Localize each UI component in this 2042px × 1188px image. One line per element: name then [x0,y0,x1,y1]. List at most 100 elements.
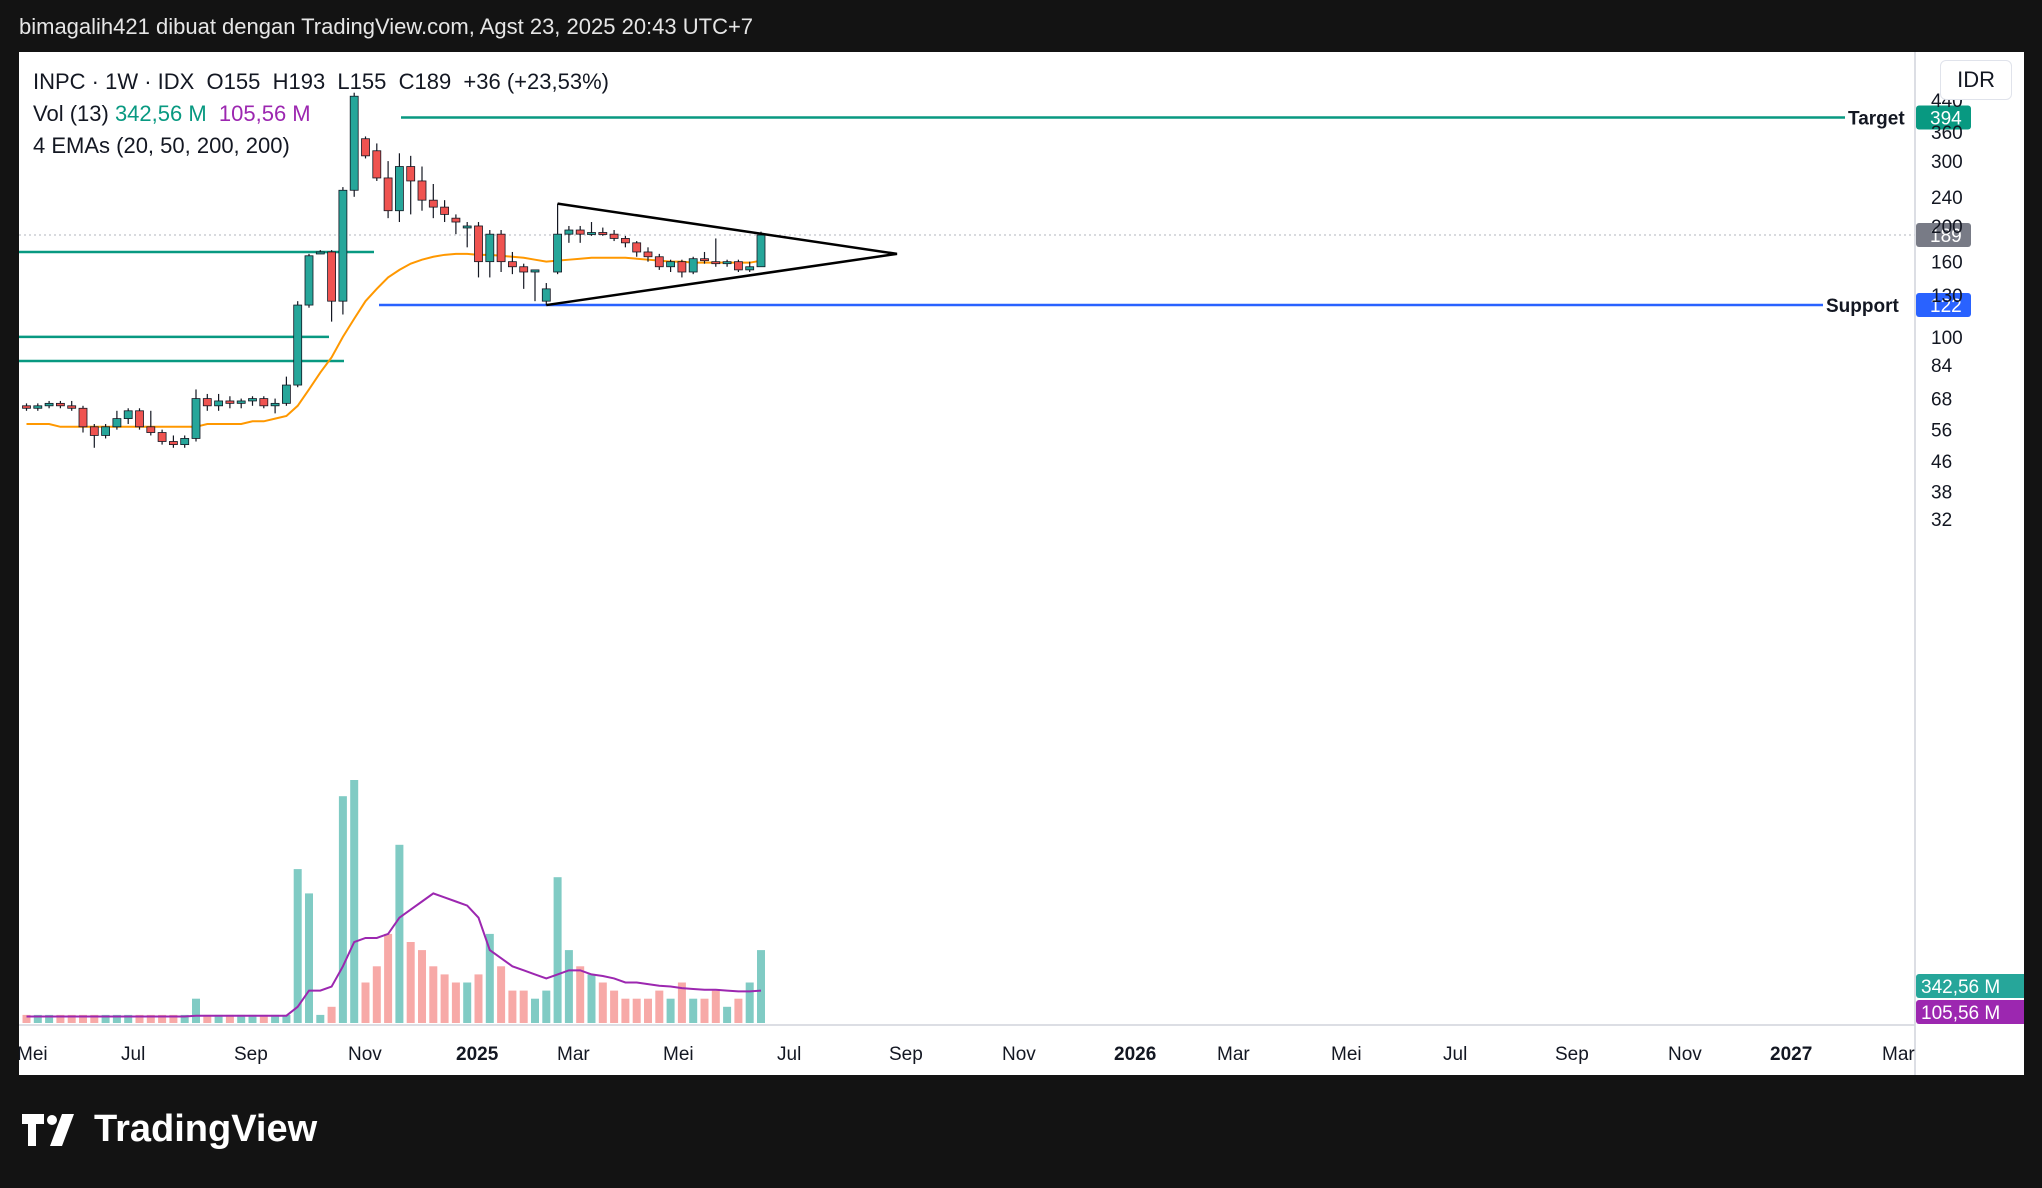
support-price-tag [1916,293,1971,318]
volume-value-text: 342,56 M [1921,977,2000,998]
candle [315,250,325,255]
candle-body [587,232,596,235]
volume-bar [101,1014,110,1023]
candle-body [462,225,472,229]
last-price-text: 189 [1930,226,1962,247]
candle-body [214,400,224,407]
x-tick-label: 2026 [1114,1044,1156,1065]
volume-bar [508,990,517,1023]
y-tick-label: 200 [1931,217,1963,238]
candle-body [315,251,325,255]
x-tick-label: Mar [557,1044,590,1065]
candle [485,230,495,278]
candle [349,92,359,197]
volume-bar [282,1014,291,1023]
volume-bar [79,1014,87,1023]
volume-bar [655,990,664,1023]
volume-bar [451,982,460,1023]
currency-button[interactable]: IDR [1940,60,2012,100]
candle [417,166,427,211]
volume-bar [734,998,743,1023]
candle-body [22,405,31,409]
volume-bar [598,982,607,1023]
candle [530,269,540,302]
candle-body [541,288,551,302]
candle [44,400,54,409]
volume-bar [305,893,313,1023]
volume-bar [474,974,483,1023]
x-tick-label: Nov [348,1044,382,1065]
candle [338,187,348,315]
support-label: Support [1826,296,1899,317]
x-tick-label: Sep [889,1044,923,1065]
volume-bar [90,1014,99,1023]
legend-volume-ma: 105,56 M [218,101,311,126]
candle-body [417,180,427,201]
volume-bar [33,1014,42,1023]
target-label: Target [1848,108,1905,129]
x-tick-label: Mei [19,1044,48,1065]
volume-bar [553,877,562,1023]
candle-body [530,269,540,273]
candle-body [135,410,144,428]
candle-body [700,258,709,262]
volume-bar [192,998,200,1023]
candle [78,405,88,433]
candle [722,259,732,267]
horizontal-levels: Target 394 Support 122 189 [19,105,1971,363]
volume-bar [757,950,765,1023]
candle-body [112,418,122,428]
candle-body [451,217,461,223]
volume-bar [361,982,370,1023]
candle-body [248,398,257,402]
candle [168,435,178,448]
candle-body [56,402,65,407]
candle [135,408,144,430]
volume-bar [745,982,754,1023]
y-tick-label: 46 [1931,452,1952,473]
volume-value-tag [1916,974,2034,998]
candle [745,261,755,272]
candle-body [507,261,517,268]
candle-body [406,166,416,182]
candle [22,403,31,411]
candle [361,136,370,159]
candle-body [711,261,721,265]
volume-bar [237,1014,246,1023]
candle-body [643,251,653,258]
candle-body [496,233,506,263]
candle-body [722,261,732,265]
candle-body [349,95,359,191]
candle-body [304,255,314,306]
candle [112,410,122,430]
volume-ma-line: 342,56 M 105,56 M [26,892,2034,1024]
candle-body [146,426,156,433]
candle [587,222,596,236]
candle-body [78,407,88,428]
x-tick-label: 2025 [456,1044,499,1065]
volume-bar [158,1014,167,1023]
support-price-text: 122 [1930,296,1962,317]
candle [654,253,664,270]
tradingview-logo-icon [22,1113,74,1146]
x-tick-label: Sep [1555,1044,1589,1065]
candle [541,283,551,306]
candle-body [564,229,574,235]
ema-polyline [26,252,762,428]
candle-body [270,402,280,407]
chart-caption: bimagalih421 dibuat dengan TradingView.c… [19,14,754,39]
volume-bar [135,1014,144,1023]
candle [564,225,574,243]
legend-volume-label: Vol (13) [33,101,115,126]
volume-bar [418,950,426,1023]
candle-body [89,426,99,436]
volume-bar [463,982,472,1023]
ema-line [26,252,762,428]
chart-panel[interactable]: Target 394 Support 122 189 342,56 M 105,56 M … [17,52,2034,1075]
y-tick-label: 32 [1931,510,1952,531]
volume-bar [327,1006,336,1023]
candle [180,435,190,448]
candle-body [394,166,404,212]
